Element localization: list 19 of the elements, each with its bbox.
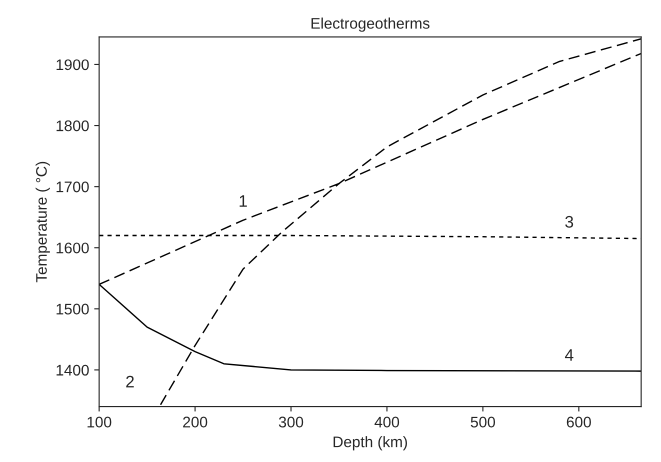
y-tick-label: 1400 [56,364,89,376]
chart-title: Electrogeotherms [312,18,430,32]
y-tick-label: 1700 [56,182,89,192]
y-tick-label: 1600 [56,242,89,254]
annotation: 3 [565,216,574,228]
x-tick-label: 600 [566,416,591,428]
annotation: 2 [126,376,134,388]
y-tick-label: 1900 [56,59,89,70]
x-axis-title: Depth (km) [334,436,407,450]
x-tick-label: 400 [374,416,400,428]
y-axis-title: Temperature ( °C) [36,162,50,282]
x-tick-label: 100 [88,416,112,428]
x-tick-label: 200 [183,416,208,428]
y-tick-label: 1800 [56,120,89,132]
x-tick-label: 500 [470,416,496,428]
y-tick-label: 1500 [56,304,89,314]
x-tick-label: 300 [278,416,304,428]
annotation: 1 [240,195,247,207]
annotation: 4 [564,349,574,361]
